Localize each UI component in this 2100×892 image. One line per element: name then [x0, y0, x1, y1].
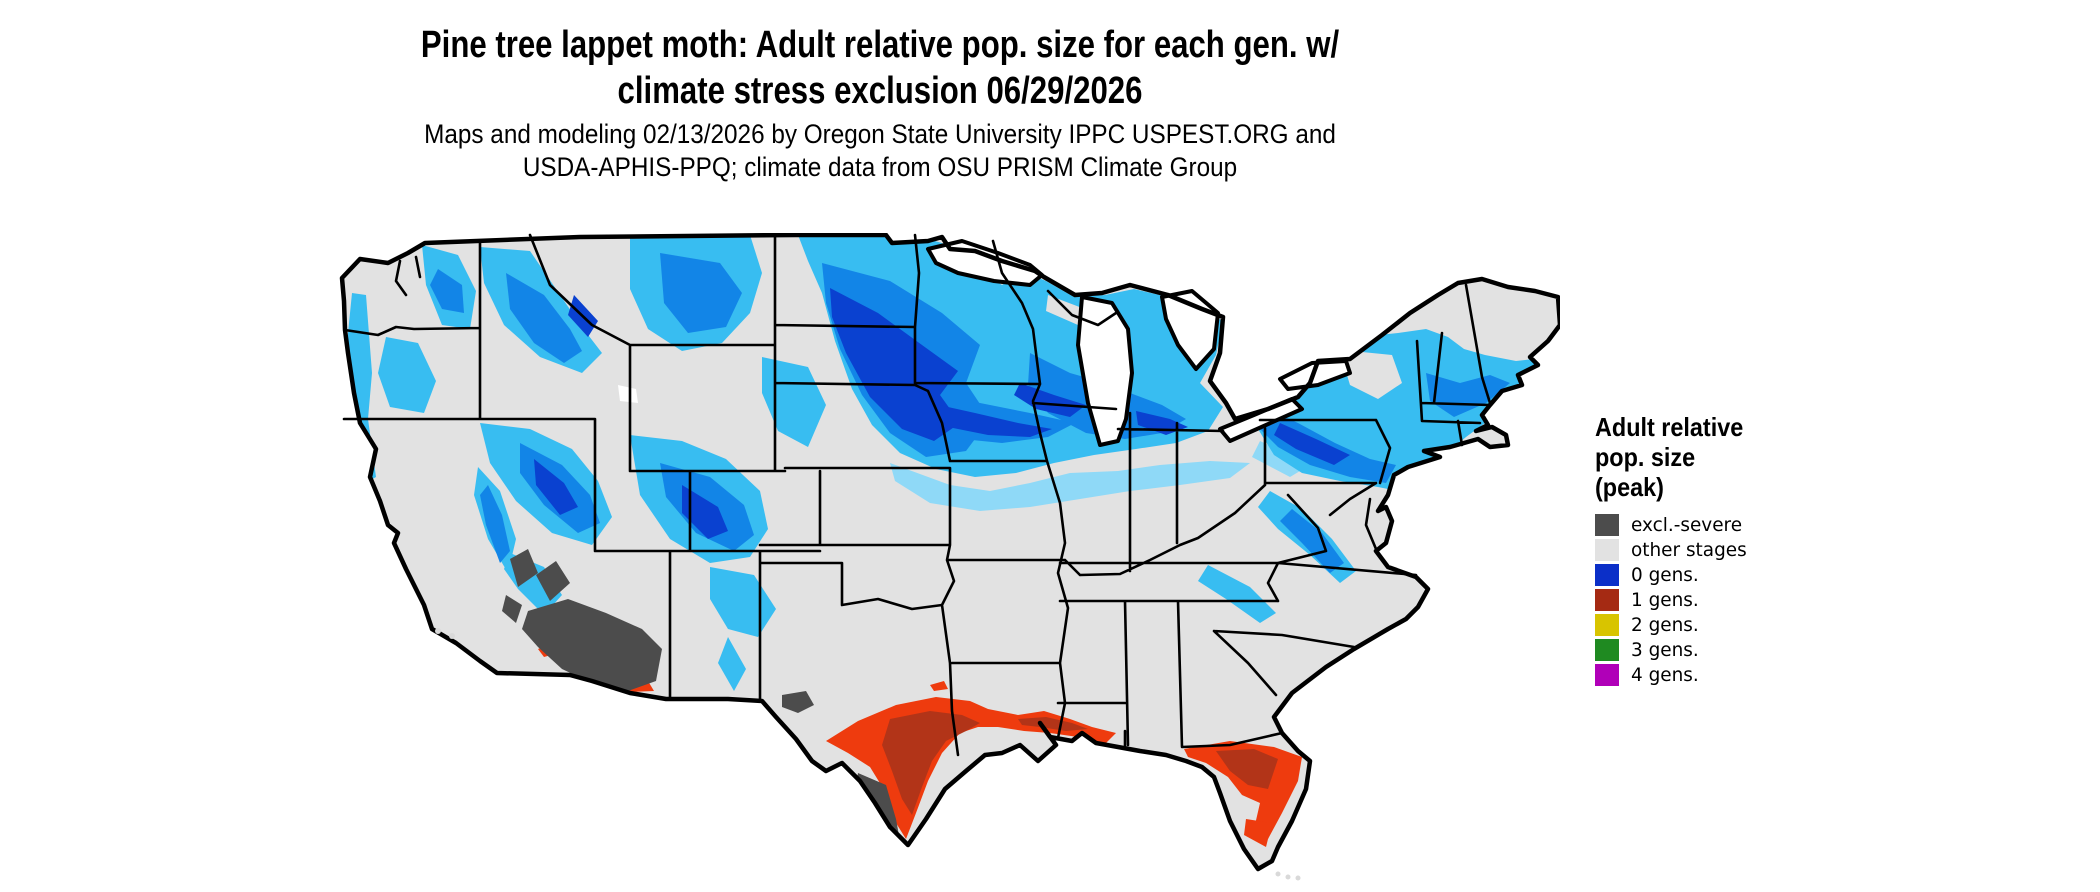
us-distribution-map — [330, 232, 1563, 883]
legend-swatch-other-stages — [1595, 538, 1619, 561]
legend-swatch-2-gens — [1595, 613, 1619, 636]
region-0-gens-pale — [890, 378, 1558, 511]
region-1-gens-dark — [882, 711, 1278, 815]
great-salt-lake — [618, 385, 638, 403]
legend-items: excl.-severe other stages 0 gens. 1 gens… — [1595, 512, 1825, 687]
legend-title-line1: Adult relative — [1595, 412, 1744, 442]
legend-swatch-4-gens — [1595, 663, 1619, 686]
figure-subtitle-line2: USDA-APHIS-PPQ; climate data from OSU PR… — [522, 152, 1238, 182]
legend-item-3-gens: 3 gens. — [1595, 637, 1825, 662]
legend-item-excl-severe: excl.-severe — [1595, 512, 1825, 537]
figure-title-line1: Pine tree lappet moth: Adult relative po… — [420, 24, 1340, 66]
islands — [435, 628, 1301, 881]
legend-swatch-1-gens — [1595, 588, 1619, 611]
us-outline — [339, 232, 1563, 872]
region-0-gens-dark — [534, 288, 1350, 539]
legend-swatch-0-gens — [1595, 563, 1619, 586]
legend-label: 4 gens. — [1631, 663, 1699, 686]
legend-swatch-3-gens — [1595, 638, 1619, 661]
legend-title-line2: pop. size — [1595, 442, 1696, 472]
legend-label: 0 gens. — [1631, 563, 1699, 586]
us-landmass — [342, 235, 1560, 869]
lake-huron — [1160, 289, 1220, 371]
legend-label: excl.-severe — [1631, 513, 1743, 536]
map-legend: Adult relative pop. size (peak) excl.-se… — [1595, 412, 1825, 687]
lake-michigan — [1076, 295, 1134, 447]
lake-ontario — [1278, 359, 1352, 391]
region-other-stages-holes — [974, 255, 1402, 399]
legend-item-1-gens: 1 gens. — [1595, 587, 1825, 612]
legend-label: other stages — [1631, 538, 1747, 561]
region-excl-severe — [502, 549, 900, 841]
figure-subtitle-line1: Maps and modeling 02/13/2026 by Oregon S… — [424, 119, 1336, 149]
legend-label: 1 gens. — [1631, 588, 1699, 611]
legend-item-4-gens: 4 gens. — [1595, 662, 1825, 687]
figure-title-line2: climate stress exclusion 06/29/2026 — [617, 70, 1143, 112]
legend-item-other-stages: other stages — [1595, 537, 1825, 562]
legend-item-2-gens: 2 gens. — [1595, 612, 1825, 637]
legend-title-line3: (peak) — [1595, 472, 1664, 502]
figure-subtitle: Maps and modeling 02/13/2026 by Oregon S… — [0, 118, 1760, 184]
region-1-gens-bright — [538, 643, 1302, 847]
region-0-gens-medium — [430, 253, 1510, 573]
legend-label: 2 gens. — [1631, 613, 1699, 636]
region-0-gens-light — [346, 235, 1558, 691]
lake-superior — [926, 239, 1044, 287]
us-map-svg — [339, 232, 1563, 881]
lake-erie — [1218, 397, 1304, 443]
legend-item-0-gens: 0 gens. — [1595, 562, 1825, 587]
state-borders — [342, 233, 1492, 757]
legend-swatch-excl-severe — [1595, 513, 1619, 536]
legend-label: 3 gens. — [1631, 638, 1699, 661]
figure-title: Pine tree lappet moth: Adult relative po… — [0, 22, 1760, 114]
great-lakes — [926, 239, 1352, 447]
